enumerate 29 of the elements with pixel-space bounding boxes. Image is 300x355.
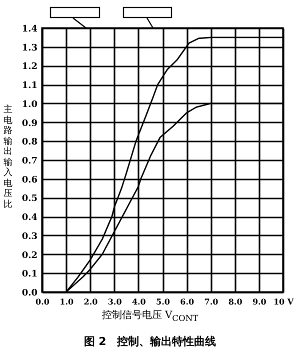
y-tick-label: 0.2 [22,250,38,261]
x-tick-label: 0.0 [36,296,50,306]
y-tick-label: 1.2 [22,62,38,72]
x-tick-label: 9.0 [252,296,267,306]
y-tick-label: 1.0 [22,100,38,110]
x-tick-label: 5.0 [156,296,170,306]
y-tick-label: 0.1 [22,270,38,280]
y-tick-label: 1.4 [22,24,38,34]
x-tick-label: 4.0 [132,296,146,306]
x-tick-label: 10 V [273,296,294,306]
y-tick-label: 1.3 [22,43,38,54]
x-axis-title: 控制信号电压 V$_{CONT}$ [100,308,200,323]
y-tick-label: 1.1 [22,81,38,92]
x-tick-label: 7.0 [204,296,219,306]
y-tick-label: 0.6 [22,175,38,186]
text: 图 2 控制、输出特性曲线 [82,334,218,349]
x-tick-label: 1.0 [60,296,74,306]
y-tick-label: 0.7 [22,156,38,166]
y-tick-label: 0.9 [22,118,38,129]
text: 主电路输出输入电压比 [4,105,12,210]
y-tick-label: 0.5 [22,194,38,204]
y-tick-label: 0.3 [22,232,38,242]
x-tick-label: 3.0 [108,296,122,306]
y-tick-label: 0.0 [22,288,38,298]
x-tick-label: 6.0 [180,296,194,306]
y-tick-label: 0.4 [22,213,38,224]
y-tick-label: 0.8 [22,138,38,148]
x-tick-label: 8.0 [228,296,243,306]
x-tick-label: 2.0 [84,296,98,306]
